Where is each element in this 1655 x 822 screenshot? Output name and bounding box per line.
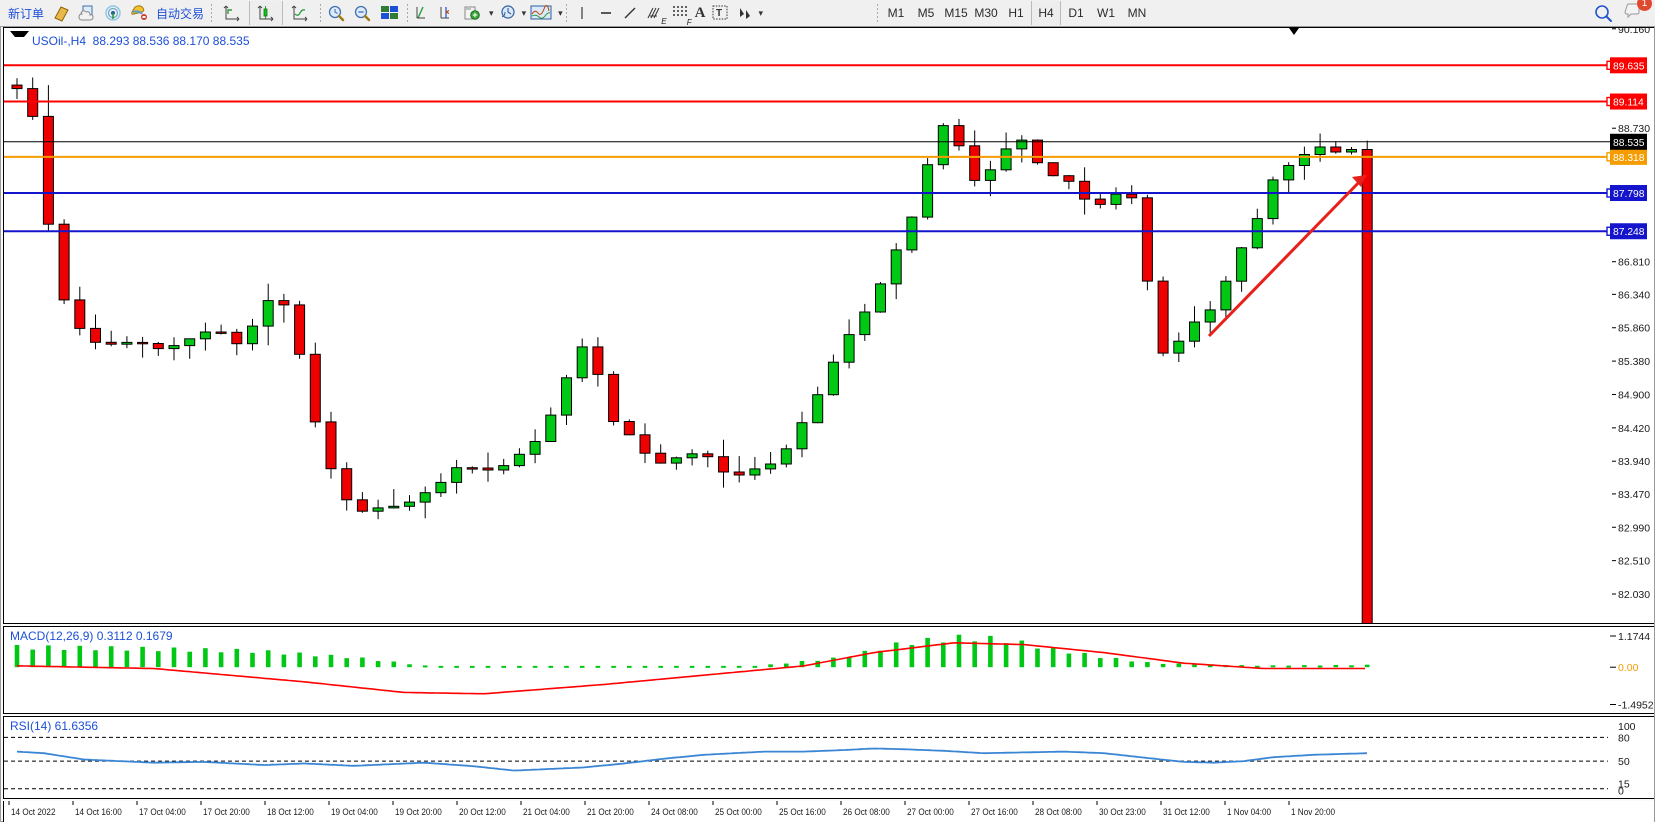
svg-text:20 Oct 12:00: 20 Oct 12:00 — [459, 807, 506, 818]
svg-text:81.550: 81.550 — [1618, 622, 1650, 623]
svg-text:27 Oct 16:00: 27 Oct 16:00 — [971, 807, 1018, 818]
svg-text:90.160: 90.160 — [1618, 28, 1650, 36]
svg-text:86.340: 86.340 — [1618, 289, 1650, 301]
svg-text:T: T — [716, 8, 722, 19]
svg-text:19 Oct 20:00: 19 Oct 20:00 — [395, 807, 442, 818]
svg-text:85.860: 85.860 — [1618, 323, 1650, 335]
svg-text:26 Oct 08:00: 26 Oct 08:00 — [843, 807, 890, 818]
svg-text:28 Oct 08:00: 28 Oct 08:00 — [1035, 807, 1082, 818]
svg-text:80: 80 — [1618, 732, 1630, 744]
svg-text:14 Oct 2022: 14 Oct 2022 — [11, 807, 56, 818]
svg-text:87.248: 87.248 — [1613, 227, 1645, 238]
svg-text:-1.4952: -1.4952 — [1618, 700, 1654, 712]
svg-text:87.798: 87.798 — [1613, 189, 1645, 200]
svg-text:19 Oct 04:00: 19 Oct 04:00 — [331, 807, 378, 818]
svg-text:21 Oct 20:00: 21 Oct 20:00 — [587, 807, 634, 818]
svg-text:1 Nov 04:00: 1 Nov 04:00 — [1227, 807, 1271, 818]
svg-text:27 Oct 00:00: 27 Oct 00:00 — [907, 807, 954, 818]
svg-text:1 Nov 20:00: 1 Nov 20:00 — [1291, 807, 1335, 818]
svg-text:88.535: 88.535 — [1613, 138, 1645, 149]
svg-text:17 Oct 20:00: 17 Oct 20:00 — [203, 807, 250, 818]
svg-text:1.1744: 1.1744 — [1618, 631, 1650, 643]
svg-text:31 Oct 12:00: 31 Oct 12:00 — [1163, 807, 1210, 818]
svg-text:0.00: 0.00 — [1618, 662, 1639, 674]
svg-text:17 Oct 04:00: 17 Oct 04:00 — [139, 807, 186, 818]
svg-text:89.635: 89.635 — [1613, 61, 1645, 72]
svg-text:21 Oct 04:00: 21 Oct 04:00 — [523, 807, 570, 818]
svg-text:50: 50 — [1618, 756, 1630, 768]
svg-text:25 Oct 00:00: 25 Oct 00:00 — [715, 807, 762, 818]
svg-text:83.940: 83.940 — [1618, 456, 1650, 468]
svg-text:88.730: 88.730 — [1618, 123, 1650, 135]
svg-text:14 Oct 16:00: 14 Oct 16:00 — [75, 807, 122, 818]
svg-text:88.318: 88.318 — [1613, 153, 1645, 164]
svg-text:84.900: 84.900 — [1618, 389, 1650, 401]
svg-text:82.990: 82.990 — [1618, 522, 1650, 534]
svg-text:25 Oct 16:00: 25 Oct 16:00 — [779, 807, 826, 818]
svg-text:86.810: 86.810 — [1618, 257, 1650, 269]
svg-text:18 Oct 12:00: 18 Oct 12:00 — [267, 807, 314, 818]
svg-text:24 Oct 08:00: 24 Oct 08:00 — [651, 807, 698, 818]
svg-text:89.114: 89.114 — [1613, 98, 1644, 109]
svg-text:85.380: 85.380 — [1618, 356, 1650, 368]
svg-text:100: 100 — [1618, 721, 1636, 733]
svg-text:0: 0 — [1618, 786, 1624, 798]
svg-text:30 Oct 23:00: 30 Oct 23:00 — [1099, 807, 1146, 818]
svg-text:82.030: 82.030 — [1618, 589, 1650, 601]
svg-text:82.510: 82.510 — [1618, 556, 1650, 568]
svg-text:84.420: 84.420 — [1618, 423, 1650, 435]
svg-text:83.470: 83.470 — [1618, 489, 1650, 501]
